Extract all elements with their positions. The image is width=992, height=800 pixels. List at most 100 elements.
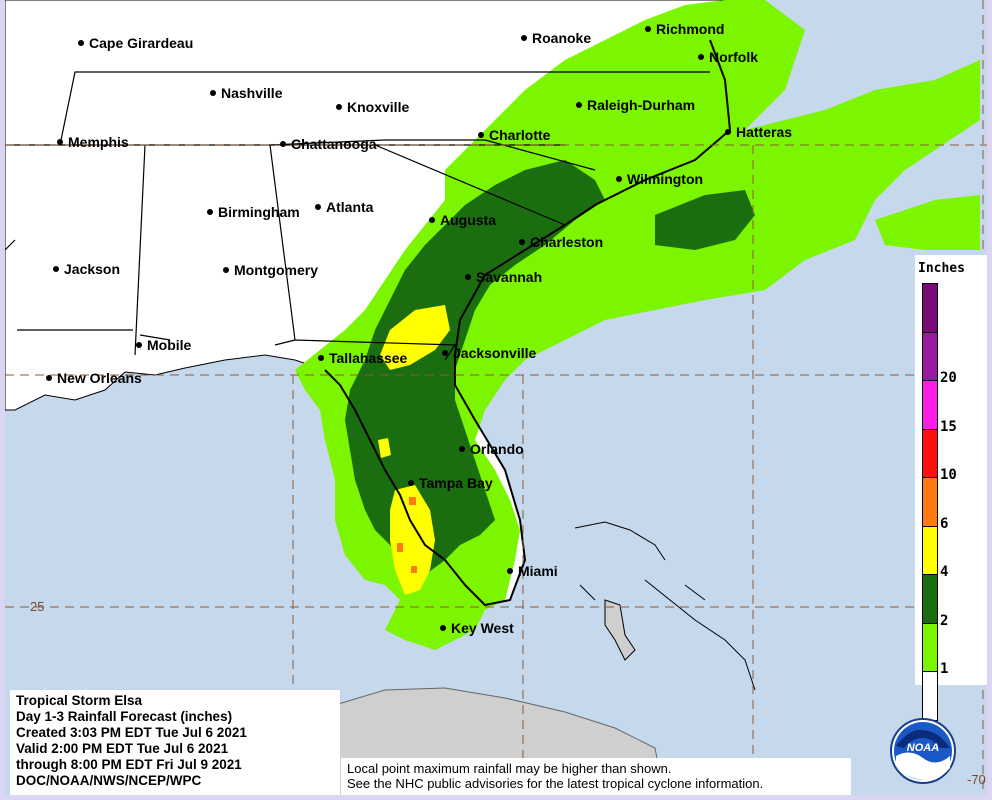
legend-swatch bbox=[922, 574, 938, 624]
storm-name: Tropical Storm Elsa bbox=[16, 693, 143, 708]
through-time: through 8:00 PM EDT Fri Jul 9 2021 bbox=[16, 757, 242, 772]
city-cape-girardeau: Cape Girardeau bbox=[78, 35, 193, 51]
city-dot bbox=[210, 90, 216, 97]
city-dot bbox=[440, 625, 446, 632]
agency-line: DOC/NOAA/NWS/NCEP/WPC bbox=[16, 773, 202, 788]
legend-label: 4 bbox=[940, 564, 949, 580]
city-dot bbox=[280, 141, 286, 148]
city-hatteras: Hatteras bbox=[725, 124, 792, 140]
legend-label: 1 bbox=[940, 661, 949, 677]
rain-2in-offshore bbox=[655, 190, 755, 250]
graticule bbox=[5, 0, 987, 795]
rainfall-legend: Inches 20 15 10 6 4 2 1 bbox=[915, 255, 987, 721]
city-dot bbox=[698, 54, 704, 61]
city-norfolk: Norfolk bbox=[698, 49, 758, 65]
city-dot bbox=[507, 568, 513, 575]
city-dot bbox=[478, 132, 484, 139]
city-dot bbox=[519, 239, 525, 246]
city-dot bbox=[53, 266, 59, 273]
disclaimer-box: Local point maximum rainfall may be high… bbox=[341, 758, 851, 795]
rain-4in-north bbox=[380, 305, 450, 370]
legend-swatch bbox=[922, 622, 938, 672]
city-dot bbox=[521, 35, 527, 42]
city-dot bbox=[465, 274, 471, 281]
city-jacksonville: Jacksonville bbox=[442, 345, 536, 361]
city-knoxville: Knoxville bbox=[336, 99, 409, 115]
city-mobile: Mobile bbox=[136, 337, 191, 353]
rain-6in-3 bbox=[411, 566, 417, 573]
legend-swatch bbox=[922, 380, 938, 430]
city-charlotte: Charlotte bbox=[478, 127, 550, 143]
rain-4in-tampa bbox=[390, 485, 435, 595]
legend-swatch bbox=[922, 477, 938, 527]
rain-6in-2 bbox=[397, 543, 403, 552]
city-dot bbox=[725, 129, 731, 136]
city-roanoke: Roanoke bbox=[521, 30, 591, 46]
state-borders bbox=[5, 71, 710, 361]
city-dot bbox=[57, 139, 63, 146]
rainfall-map bbox=[5, 0, 987, 795]
legend-label: 10 bbox=[940, 467, 957, 483]
city-richmond: Richmond bbox=[645, 21, 724, 37]
city-dot bbox=[136, 342, 142, 349]
longitude-label-70: -70 bbox=[967, 772, 986, 787]
city-dot bbox=[223, 267, 229, 274]
legend-title: Inches bbox=[918, 261, 965, 276]
created-time: Created 3:03 PM EDT Tue Jul 6 2021 bbox=[16, 725, 247, 740]
city-dot bbox=[78, 40, 84, 47]
noaa-logo-icon bbox=[890, 718, 956, 784]
city-raleigh-durham: Raleigh-Durham bbox=[576, 97, 695, 113]
city-dot bbox=[207, 209, 213, 216]
city-miami: Miami bbox=[507, 563, 558, 579]
valid-time: Valid 2:00 PM EDT Tue Jul 6 2021 bbox=[16, 741, 229, 756]
city-dot bbox=[318, 355, 324, 362]
rain-1in-east bbox=[875, 195, 980, 250]
legend-swatch bbox=[922, 671, 938, 721]
city-augusta: Augusta bbox=[429, 212, 496, 228]
city-orlando: Orlando bbox=[459, 441, 524, 457]
land-bahamas-1 bbox=[604, 599, 636, 661]
legend-label: 2 bbox=[940, 612, 949, 629]
city-dot bbox=[576, 102, 582, 109]
city-savannah: Savannah bbox=[465, 269, 542, 285]
city-charleston: Charleston bbox=[519, 234, 603, 250]
city-birmingham: Birmingham bbox=[207, 204, 300, 220]
noaa-logo-text: NOAA bbox=[906, 742, 940, 754]
land-bahamas-2 bbox=[574, 521, 756, 691]
disclaimer-line-1: Local point maximum rainfall may be high… bbox=[347, 761, 672, 776]
legend-label: 20 bbox=[940, 370, 957, 386]
city-chattanooga: Chattanooga bbox=[280, 136, 377, 152]
legend-label: 15 bbox=[940, 418, 957, 435]
rain-4in-small bbox=[378, 438, 391, 458]
city-wilmington: Wilmington bbox=[616, 171, 703, 187]
product-title: Day 1-3 Rainfall Forecast (inches) bbox=[16, 709, 233, 724]
latitude-label-25: 25 bbox=[30, 599, 45, 614]
city-dot bbox=[442, 350, 448, 357]
city-jackson: Jackson bbox=[53, 261, 120, 277]
city-dot bbox=[336, 104, 342, 111]
city-dot bbox=[429, 217, 435, 224]
city-memphis: Memphis bbox=[57, 134, 129, 150]
coastline bbox=[324, 39, 732, 607]
legend-swatch bbox=[922, 331, 938, 381]
city-dot bbox=[459, 446, 465, 453]
city-dot bbox=[645, 26, 651, 33]
city-dot bbox=[315, 204, 321, 211]
legend-swatch bbox=[922, 283, 938, 333]
legend-swatch bbox=[922, 428, 938, 478]
city-key-west: Key West bbox=[440, 620, 514, 636]
noaa-logo: NOAA bbox=[890, 718, 956, 784]
city-nashville: Nashville bbox=[210, 85, 282, 101]
city-dot bbox=[616, 176, 622, 183]
rain-6in-1 bbox=[409, 497, 416, 505]
city-new-orleans: New Orleans bbox=[46, 370, 142, 386]
rain-2in bbox=[345, 160, 605, 575]
forecast-info-box: Tropical Storm Elsa Day 1-3 Rainfall For… bbox=[10, 690, 340, 795]
legend-label: 6 bbox=[940, 515, 949, 532]
city-atlanta: Atlanta bbox=[315, 199, 373, 215]
city-dot bbox=[46, 375, 52, 382]
disclaimer-line-2: See the NHC public advisories for the la… bbox=[347, 776, 764, 791]
city-tampa-bay: Tampa Bay bbox=[408, 475, 493, 491]
city-montgomery: Montgomery bbox=[223, 262, 318, 278]
